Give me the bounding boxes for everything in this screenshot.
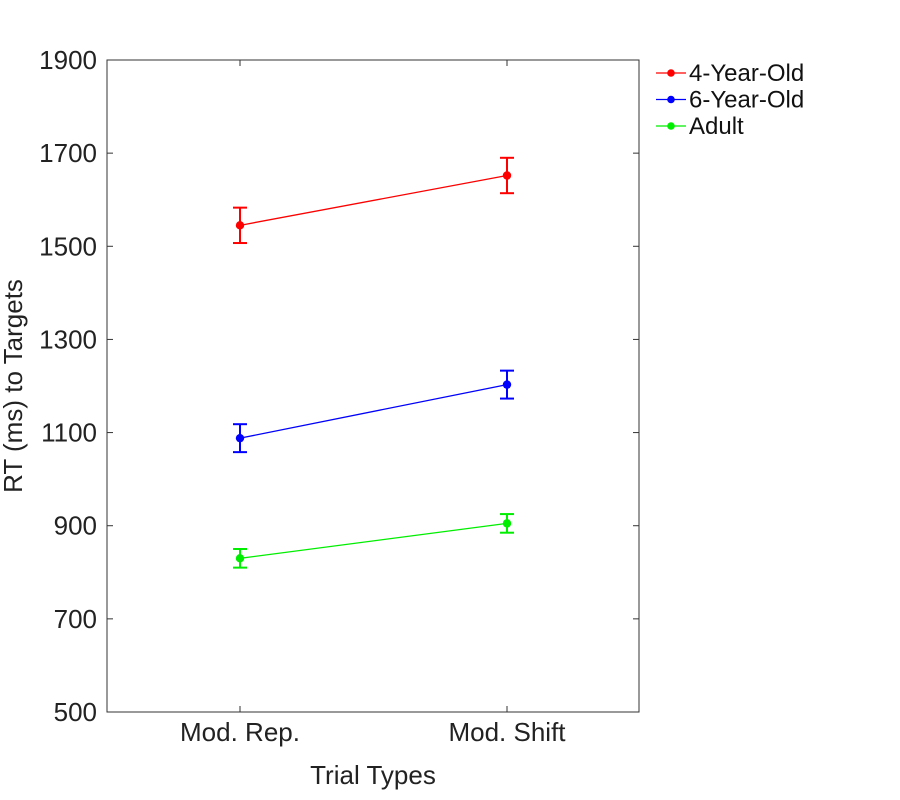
data-point	[502, 519, 512, 528]
legend-label: Adult	[689, 113, 744, 140]
legend-item: 4-Year-Old	[656, 60, 804, 87]
legend-marker	[667, 69, 675, 77]
y-tick-label: 900	[54, 511, 97, 541]
data-point	[235, 221, 245, 230]
y-tick-label: 700	[54, 604, 97, 634]
y-tick-label: 1100	[41, 418, 97, 448]
legend-label: 4-Year-Old	[689, 60, 804, 87]
legend-marker	[667, 95, 675, 104]
legend-marker	[667, 122, 675, 130]
series-adult	[233, 513, 514, 569]
x-axis-title: Trial Types	[310, 760, 436, 790]
data-point	[235, 554, 245, 563]
legend-item: 6-Year-Old	[656, 87, 804, 114]
legend-label: 6-Year-Old	[689, 87, 804, 114]
data-point	[502, 380, 512, 389]
series-line	[239, 383, 508, 439]
series-4-year-old	[233, 156, 514, 245]
y-tick-label: 1500	[39, 231, 97, 261]
plot-area	[106, 59, 640, 713]
series-layer	[233, 156, 514, 569]
y-tick-label: 1300	[39, 324, 97, 354]
data-point	[502, 171, 512, 180]
y-tick-label: 1900	[39, 45, 97, 75]
data-point	[235, 433, 245, 443]
series-line	[239, 174, 508, 226]
series-6-year-old	[233, 369, 514, 454]
legend-item: Adult	[656, 113, 744, 140]
x-tick-label: Mod. Rep.	[180, 717, 300, 747]
y-axis-title: RT (ms) to Targets	[0, 279, 28, 493]
y-axis: 500 700 900 1100 1300 1500 1700 1900	[39, 45, 639, 727]
series-line	[239, 522, 508, 559]
x-axis: Mod. Rep. Mod. Shift	[180, 60, 566, 747]
x-tick-label: Mod. Shift	[448, 717, 566, 747]
y-tick-label: 500	[54, 697, 97, 727]
y-tick-label: 1700	[39, 138, 97, 168]
